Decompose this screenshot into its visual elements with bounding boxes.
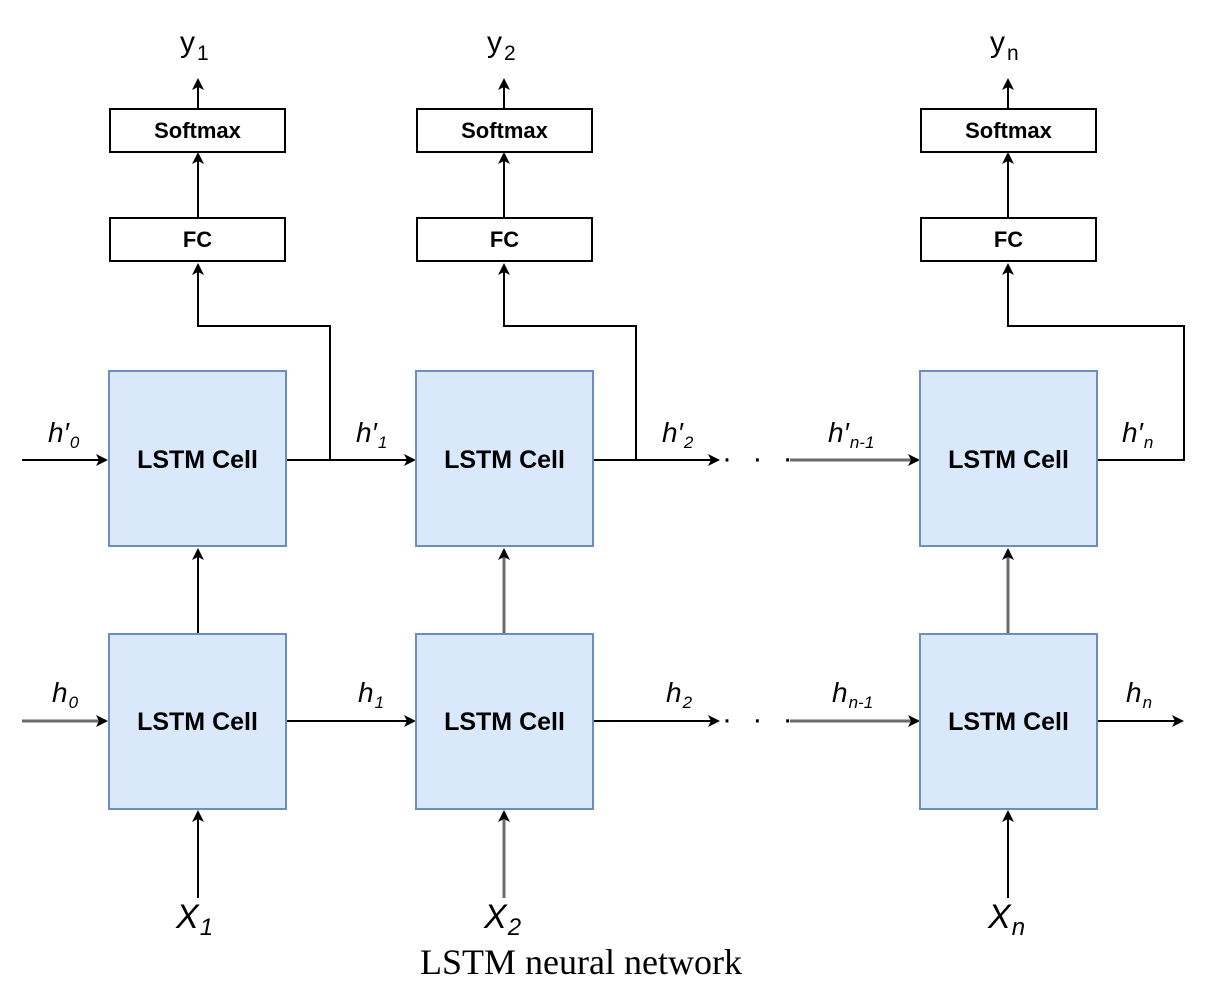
top-state-label-0: h′0: [48, 417, 80, 452]
top-ellipsis: · · ·: [722, 442, 799, 475]
softmax-label: Softmax: [461, 118, 549, 143]
bottom-ellipsis: · · ·: [722, 703, 799, 736]
fc-label: FC: [490, 227, 519, 252]
cell-label: LSTM Cell: [948, 708, 1069, 736]
lstm-cell-top-2: LSTM Cell: [415, 370, 594, 547]
bottom-state-label-n-1: hn-1: [832, 677, 873, 712]
output-label-1: y1: [180, 26, 209, 65]
softmax-label: Softmax: [965, 118, 1053, 143]
bottom-state-label-1: h1: [358, 677, 384, 712]
output-label-2: y2: [487, 26, 516, 65]
figure-caption: LSTM neural network: [420, 942, 742, 982]
bottom-state-label-2: h2: [666, 677, 693, 712]
cell-label: LSTM Cell: [137, 446, 258, 474]
fc-label: FC: [994, 227, 1023, 252]
top-state-label-1: h′1: [356, 417, 387, 452]
fc-feed-arrow-n: [1002, 263, 1185, 461]
input-label-2: X2: [483, 898, 521, 941]
lstm-cell-top-n: LSTM Cell: [919, 370, 1098, 547]
cell-label: LSTM Cell: [137, 708, 258, 736]
top-state-label-2: h′2: [662, 417, 694, 452]
output-label-n: yn: [990, 26, 1019, 65]
cell-label: LSTM Cell: [948, 446, 1069, 474]
softmax-box-1: Softmax: [109, 108, 286, 153]
softmax-box-n: Softmax: [920, 108, 1097, 153]
cell-label: LSTM Cell: [444, 446, 565, 474]
lstm-cell-bottom-n: LSTM Cell: [919, 633, 1098, 810]
fc-box-n: FC: [920, 217, 1097, 262]
top-state-label-n: h′n: [1122, 417, 1153, 452]
lstm-cell-bottom-1: LSTM Cell: [108, 633, 287, 810]
input-label-n: Xn: [987, 898, 1025, 941]
wires: [22, 78, 1185, 898]
top-state-label-n-1: h′n-1: [828, 417, 874, 452]
fc-label: FC: [183, 227, 212, 252]
fc-box-1: FC: [109, 217, 286, 262]
softmax-box-2: Softmax: [416, 108, 593, 153]
lstm-cell-top-1: LSTM Cell: [108, 370, 287, 547]
fc-box-2: FC: [416, 217, 593, 262]
bottom-state-label-0: h0: [52, 677, 79, 712]
lstm-cell-bottom-2: LSTM Cell: [415, 633, 594, 810]
softmax-label: Softmax: [154, 118, 242, 143]
input-label-1: X1: [175, 898, 213, 941]
bottom-state-label-n: hn: [1126, 677, 1152, 712]
cell-label: LSTM Cell: [444, 708, 565, 736]
